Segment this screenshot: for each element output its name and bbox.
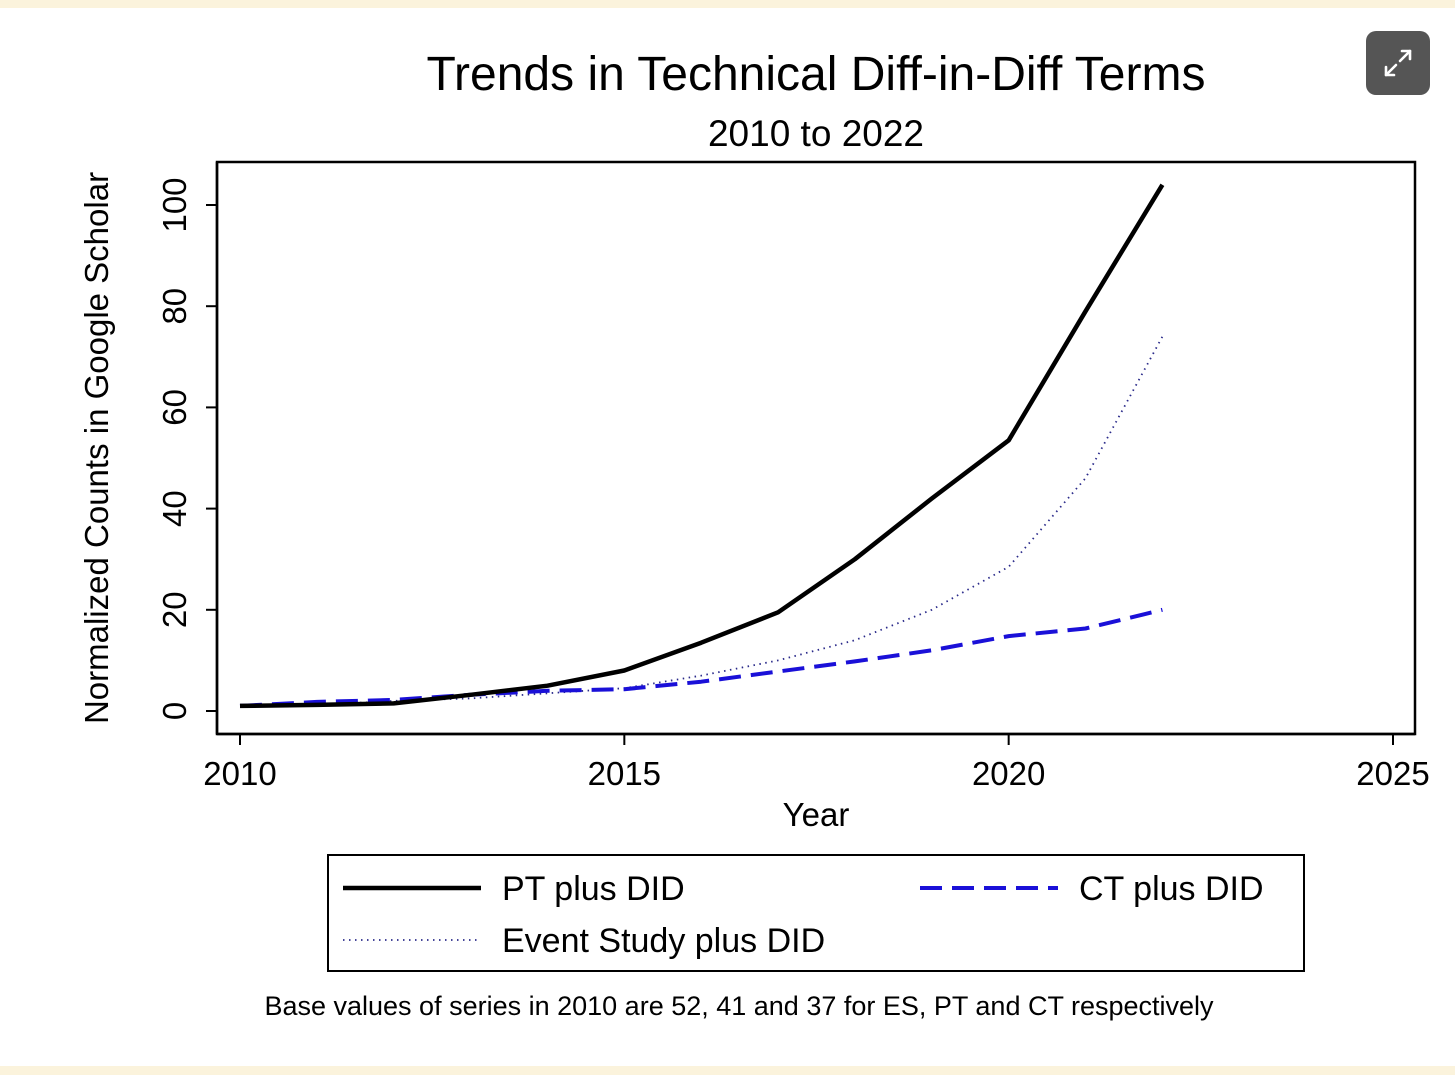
y-axis: 0 20 40 60 80 100	[156, 162, 219, 734]
legend-label: PT plus DID	[502, 870, 685, 908]
chart-subtitle: 2010 to 2022	[708, 113, 924, 154]
y-tick-label: 0	[156, 702, 193, 720]
y-tick-label: 40	[156, 490, 193, 527]
plot-area	[215, 160, 1417, 736]
y-tick-label: 80	[156, 288, 193, 325]
legend-label: Event Study plus DID	[502, 922, 825, 960]
chart-note: Base values of series in 2010 are 52, 41…	[264, 991, 1214, 1021]
y-tick-label: 20	[156, 591, 193, 628]
y-tick-label: 100	[156, 177, 193, 232]
expand-arrows-icon	[1384, 49, 1412, 77]
legend-label: CT plus DID	[1079, 870, 1264, 908]
x-tick-label: 2015	[588, 755, 661, 792]
chart-frame	[0, 8, 1455, 1066]
series-layer	[239, 183, 1165, 709]
y-axis-label: Normalized Counts in Google Scholar	[78, 172, 115, 724]
x-tick-label: 2025	[1356, 755, 1429, 792]
x-tick-label: 2010	[203, 755, 276, 792]
legend-box	[327, 854, 1305, 972]
x-tick-label: 2020	[972, 755, 1045, 792]
expand-button[interactable]	[1366, 31, 1430, 95]
x-axis: 2010 2015 2020 2025	[203, 732, 1430, 792]
x-axis-label: Year	[783, 796, 850, 833]
series-line-ct-plus-did	[239, 607, 1163, 708]
series-line-pt-plus-did	[239, 183, 1165, 709]
y-tick-label: 60	[156, 389, 193, 426]
legend: PT plus DID CT plus DID Event Study plus D…	[327, 854, 1305, 972]
chart-title: Trends in Technical Diff-in-Diff Terms	[427, 48, 1206, 101]
series-line-event-study-plus-did	[239, 336, 1164, 707]
